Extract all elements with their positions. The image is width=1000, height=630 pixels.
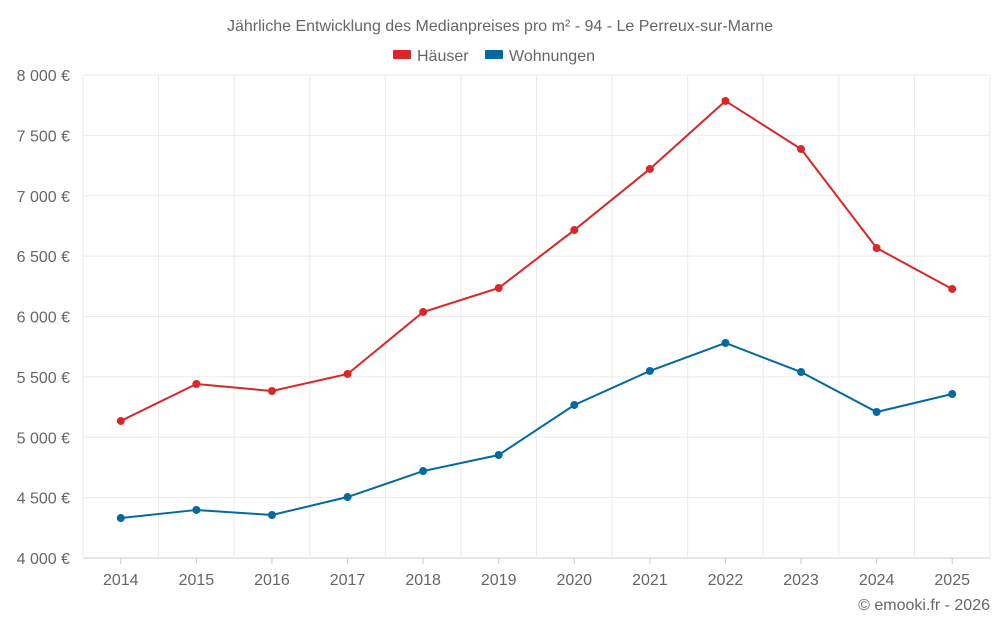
legend: Häuser Wohnungen (393, 48, 595, 65)
x-tick-label: 2018 (405, 572, 441, 589)
data-point (872, 244, 881, 253)
x-axis: 2014 2015 2016 2017 2018 2019 2020 2021 2022 2023… (103, 558, 970, 589)
data-point (948, 284, 957, 293)
series-group (116, 96, 957, 523)
data-point (948, 390, 957, 399)
legend-label: Wohnungen (509, 48, 595, 65)
data-point (570, 401, 579, 410)
y-axis: 4 000 € 4 500 € 5 000 € 5 500 € 6 000 € 6 500… (17, 68, 70, 568)
series-line (120, 341, 953, 520)
data-point (116, 416, 125, 425)
data-point (797, 368, 806, 377)
series-line (120, 99, 953, 422)
data-point (721, 338, 730, 347)
x-tick-label: 2022 (708, 572, 744, 589)
data-point (721, 96, 730, 105)
legend-item: Häuser (393, 48, 469, 65)
legend-item: Wohnungen (485, 48, 595, 65)
x-tick-label: 2015 (179, 572, 215, 589)
data-point (797, 145, 806, 154)
data-point (116, 514, 125, 523)
data-point (419, 467, 428, 476)
chart-title: Jährliche Entwicklung des Medianpreises … (227, 18, 773, 35)
y-tick-label: 8 000 € (17, 68, 70, 85)
data-point (192, 379, 201, 388)
y-tick-label: 4 000 € (17, 551, 70, 568)
x-tick-label: 2025 (934, 572, 970, 589)
x-tick-label: 2016 (254, 572, 290, 589)
data-point (570, 226, 579, 235)
data-point (192, 505, 201, 514)
data-point (494, 451, 503, 460)
data-point (494, 284, 503, 293)
credit-text: © emooki.fr - 2026 (858, 597, 990, 614)
y-tick-label: 5 000 € (17, 430, 70, 447)
y-tick-label: 4 500 € (17, 491, 70, 508)
data-point (645, 164, 654, 173)
y-tick-label: 6 500 € (17, 249, 70, 266)
legend-label: Häuser (417, 48, 469, 65)
data-point (343, 369, 352, 378)
data-point (645, 366, 654, 375)
data-point (267, 511, 276, 520)
y-tick-label: 5 500 € (17, 370, 70, 387)
x-tick-label: 2017 (330, 572, 366, 589)
data-point (419, 308, 428, 317)
x-tick-label: 2014 (103, 572, 139, 589)
x-tick-label: 2020 (556, 572, 592, 589)
data-point (343, 493, 352, 502)
x-tick-label: 2023 (783, 572, 819, 589)
y-tick-label: 6 000 € (17, 310, 70, 327)
data-point (872, 408, 881, 417)
legend-swatch (485, 50, 503, 59)
y-tick-label: 7 000 € (17, 189, 70, 206)
x-tick-label: 2024 (859, 572, 895, 589)
data-point (267, 387, 276, 396)
legend-swatch (393, 50, 411, 59)
series-häuser (116, 96, 957, 425)
x-tick-label: 2021 (632, 572, 668, 589)
y-tick-label: 7 500 € (17, 128, 70, 145)
grid (82, 74, 991, 559)
series-wohnungen (116, 338, 957, 523)
x-tick-label: 2019 (481, 572, 517, 589)
